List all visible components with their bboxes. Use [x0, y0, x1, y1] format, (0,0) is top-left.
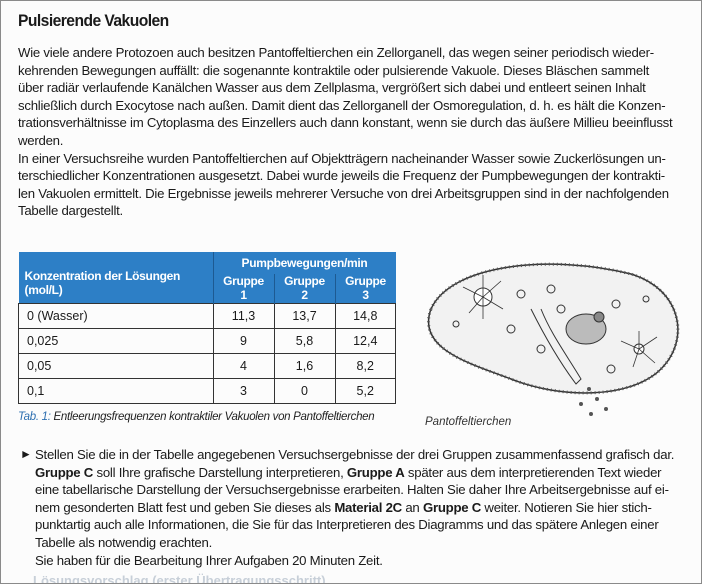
intro-line: terschiedlicher Konzentrationen ausgeset…	[18, 168, 665, 184]
concentration-cell: 0,05	[18, 352, 214, 379]
table-row: 0 (Wasser) 11,3 13,7 14,8	[18, 302, 396, 329]
table-row: 0,025 9 5,8 12,4	[18, 327, 396, 354]
task-text: Stellen Sie die in der Tabelle angegeben…	[35, 447, 675, 462]
concentration-cell: 0,025	[18, 327, 214, 354]
task-text: später aus dem interpretierenden Text wi…	[404, 464, 662, 480]
intro-line: über radiär verlaufende Kanälchen Wasser…	[18, 80, 646, 96]
intro-line: kehrenden Bewegungen auffällt: die sogen…	[18, 62, 650, 78]
intro-line: len Vakuolen ermittelt. Die Ergebnisse j…	[18, 185, 669, 201]
cut-off-heading: Lösungsvorschlag (erster Übertragungssch…	[33, 573, 326, 584]
task-text: soll Ihre grafische Darstellung interpre…	[93, 464, 347, 480]
caption-text: Entleerungsfrequenzen kontraktiler Vakuo…	[50, 411, 375, 423]
value-cell-group-2: 5,8	[273, 327, 336, 354]
task-line: Stellen Sie die in der Tabelle angegeben…	[35, 446, 701, 464]
bullet-arrow-icon: ►	[20, 447, 32, 461]
task-paragraph: Stellen Sie die in der Tabelle angegeben…	[35, 446, 701, 569]
task-text: nem gesonderten Blatt fest und geben Sie…	[35, 499, 335, 515]
task-line: Gruppe C soll Ihre grafische Darstellung…	[35, 464, 701, 482]
table-group-header: Pumpbewegungen/min	[213, 252, 396, 274]
value-cell-group-1: 4	[212, 352, 275, 379]
bold-term: Gruppe C	[422, 499, 482, 515]
table-header-group-3: Gruppe 3	[335, 274, 396, 303]
value-cell-group-2: 1,6	[273, 352, 336, 379]
intro-paragraph: Wie viele andere Protozoen auch besitzen…	[18, 44, 698, 220]
value-cell-group-1: 11,3	[212, 302, 275, 329]
table-header-group-2: Gruppe 2	[274, 274, 336, 303]
bold-term: Material 2C	[334, 499, 402, 515]
value-cell-group-3: 5,2	[334, 377, 396, 404]
intro-line: trationsverhältnisse im Cytoplasma des E…	[18, 115, 673, 131]
task-lines: Stellen Sie die in der Tabelle angegeben…	[35, 446, 701, 552]
task-text: eine tabellarische Darstellung der Versu…	[35, 482, 669, 498]
value-cell-group-3: 14,8	[334, 302, 396, 329]
value-cell-group-3: 12,4	[334, 327, 396, 354]
task-line: nem gesonderten Blatt fest und geben Sie…	[35, 499, 701, 517]
bold-term: Gruppe A	[346, 464, 405, 480]
intro-line: Tabelle dargestellt.	[18, 203, 123, 219]
intro-line: In einer Versuchsreihe wurden Pantoffelt…	[18, 150, 666, 166]
value-cell-group-2: 0	[273, 377, 336, 404]
value-cell-group-1: 9	[212, 327, 275, 354]
value-cell-group-2: 13,7	[273, 302, 336, 329]
table-header-group-1: Gruppe 1	[213, 274, 275, 303]
caption-label: Tab. 1:	[18, 411, 51, 423]
task-text: Tabelle als notwendig erachten.	[35, 534, 212, 550]
table-row: 0,05 4 1,6 8,2	[18, 352, 396, 379]
bold-term: Gruppe C	[35, 464, 94, 480]
task-line: eine tabellarische Darstellung der Versu…	[35, 481, 701, 499]
table-caption: Tab. 1: Entleerungsfrequenzen kontraktil…	[18, 411, 375, 423]
figure-label: Pantoffeltierchen	[425, 416, 512, 428]
task-text: weiter. Notieren Sie hier stich-	[481, 499, 652, 515]
intro-line: werden.	[18, 132, 64, 148]
concentration-cell: 0,1	[18, 377, 214, 404]
intro-line: schließlich durch Exocytose nach außen. …	[18, 97, 666, 113]
task-text: an	[401, 499, 423, 515]
task-line: punktartig auch alle Informationen, die …	[35, 516, 701, 534]
concentration-cell: 0 (Wasser)	[18, 302, 214, 329]
table-row: 0,1 3 0 5,2	[18, 377, 396, 404]
task-line: Tabelle als notwendig erachten.	[35, 534, 701, 552]
value-cell-group-3: 8,2	[334, 352, 396, 379]
value-cell-group-1: 3	[212, 377, 275, 404]
time-note: Sie haben für die Bearbeitung Ihrer Aufg…	[35, 552, 383, 568]
intro-line: Wie viele andere Protozoen auch besitzen…	[18, 45, 654, 60]
table-header-concentration: Konzentration der Lösungen (mol/L)	[18, 252, 214, 303]
results-table: Konzentration der Lösungen (mol/L) Pumpb…	[18, 252, 396, 404]
paramecium-illustration	[427, 262, 680, 416]
page-title: Pulsierende Vakuolen	[18, 11, 169, 30]
task-text: punktartig auch alle Informationen, die …	[35, 517, 659, 533]
